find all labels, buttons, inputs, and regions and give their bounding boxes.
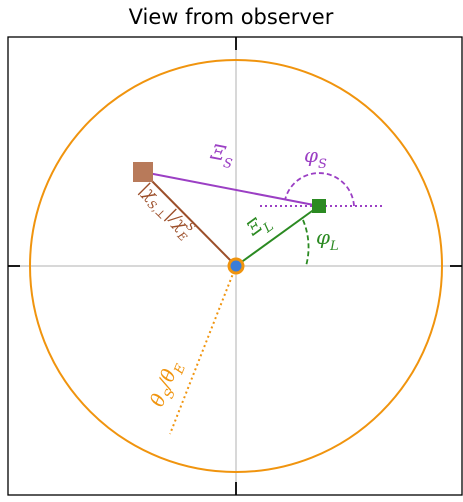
xi-s-label: ΞS: [207, 139, 236, 172]
phi-s-label: φS: [304, 143, 327, 172]
figure-title: View from observer: [129, 5, 334, 29]
xi-s-line: [142, 171, 320, 207]
phi-l-label: φL: [316, 225, 339, 254]
phi-l-symbol: φ: [316, 225, 330, 249]
phi-s-arc: [284, 172, 355, 207]
lens-marker: [312, 199, 326, 213]
chi-ratio-label: |χS,⊥|/χSE: [133, 178, 199, 244]
xi-s-symbol: Ξ: [208, 139, 228, 166]
phi-l-subscript: L: [329, 239, 339, 254]
xi-s-subscript: S: [222, 156, 234, 172]
source-origin-line: [142, 171, 237, 267]
einstein-ring: [29, 59, 443, 473]
xi-l-line: [235, 205, 320, 267]
phi-s-subscript: S: [318, 157, 327, 172]
source-marker: [133, 162, 153, 182]
radius-dotted-line: [169, 265, 237, 435]
svg-text:|χS,⊥|/χSE: |χS,⊥|/χSE: [133, 178, 199, 244]
svg-text:ΞS: ΞS: [207, 139, 236, 172]
theta-ratio-label: θS/θE: [146, 357, 189, 412]
svg-text:θS/θE: θS/θE: [146, 357, 189, 412]
origin-marker: [227, 257, 245, 275]
phi-l-arc: [302, 219, 310, 267]
phi-s-symbol: φ: [304, 143, 318, 167]
